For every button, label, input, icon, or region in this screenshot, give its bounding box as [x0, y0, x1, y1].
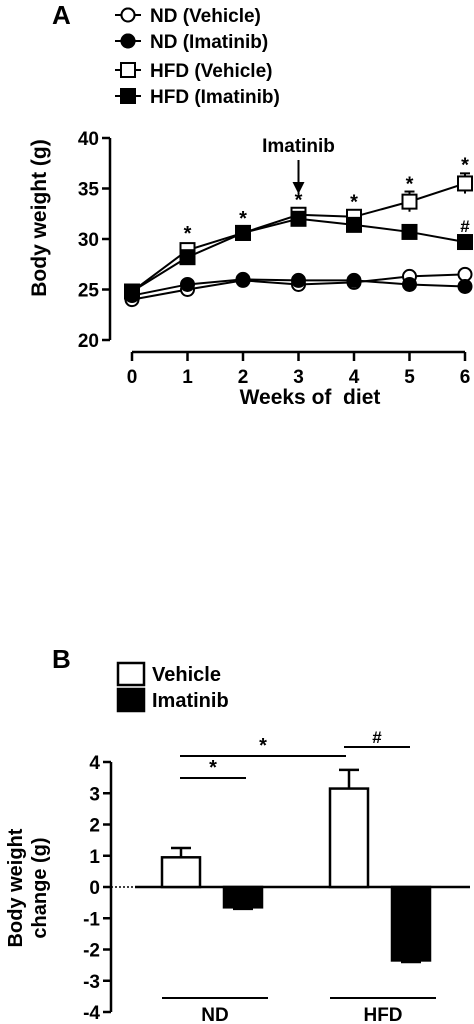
significance-mark: *: [209, 757, 217, 779]
significance-mark: *: [350, 192, 358, 214]
data-point: [124, 283, 140, 300]
legend-label: ND (Vehicle): [150, 6, 261, 27]
group-label: HFD: [363, 1005, 402, 1024]
legend-label: HFD (Imatinib): [150, 87, 280, 108]
legend-marker: [120, 88, 136, 104]
group-label: ND: [201, 1005, 228, 1024]
panel-b-y-tick-label: 4: [89, 753, 100, 774]
significance-mark: #: [460, 217, 470, 236]
panel-a-legend: ND (Vehicle) ND (Imatinib) HFD (Vehicle) HF…: [115, 6, 280, 108]
data-point: [457, 175, 473, 192]
panel-a-x-tick-label: 5: [404, 367, 415, 388]
bar-hfd-vehicle: [328, 787, 370, 889]
panel-a-x-tick-label: 4: [349, 367, 360, 388]
data-point: [402, 276, 417, 292]
legend-marker: [120, 62, 136, 78]
data-point: [235, 224, 251, 241]
panel-b-significance: * * #: [180, 728, 410, 779]
panel-b-y-tick-label: 3: [89, 784, 100, 805]
panel-b-groups: ND HFD: [162, 997, 436, 1024]
data-point: [179, 249, 196, 266]
panel-a-series: [124, 172, 473, 308]
data-point: [290, 210, 307, 227]
panel-a-y-axis-label: Body weight (g): [28, 139, 51, 296]
legend-label: Imatinib: [152, 690, 229, 712]
panel-a-y-tick-label: 40: [78, 129, 99, 150]
significance-mark: #: [372, 728, 382, 747]
panel-a-y-tick-label: 35: [78, 180, 100, 201]
panel-b-legend: Vehicle Imatinib: [116, 661, 229, 713]
legend-swatch: [116, 661, 146, 687]
panel-a-x-tick-label: 3: [293, 367, 304, 388]
annotation-arrow-head: [292, 182, 305, 194]
data-point: [401, 223, 418, 240]
bar-nd-imatinib: [222, 885, 264, 909]
legend-marker: [120, 33, 136, 49]
panel-a-x-tick-label: 2: [238, 367, 249, 388]
panel-a-x-tick-label: 6: [460, 367, 471, 388]
panel-a-y-tick-label: 30: [78, 230, 99, 251]
data-point: [457, 234, 473, 251]
panel-b-y-tick-label: -3: [83, 972, 100, 993]
panel-a-axes: 20 25 30 35 40 0 1 2 3 4 5 6: [78, 129, 470, 388]
significance-mark: *: [295, 190, 303, 212]
data-point: [346, 216, 362, 233]
panel-a-annotations: Imatinib * * * * * * #: [184, 136, 471, 245]
data-point: [235, 271, 251, 287]
bar-hfd-imatinib: [390, 885, 432, 962]
bar-nd-vehicle: [160, 856, 202, 889]
panel-b-y-tick-label: 2: [89, 816, 100, 837]
panel-b-y-axis-label-line1: Body weight: [5, 828, 27, 947]
panel-b-y-tick-label: -4: [83, 1003, 100, 1024]
panel-b-y-tick-label: 1: [89, 847, 100, 868]
panel-a-y-tick-label: 20: [78, 331, 99, 352]
annotation-label: Imatinib: [262, 136, 335, 157]
panel-b: B Vehicle Imatinib -4 -3 -2 -1 0 1 2 3 4 * * # ND HF…: [5, 644, 470, 1024]
data-point: [346, 272, 362, 288]
data-point: [457, 278, 473, 294]
data-point: [401, 193, 418, 210]
data-point: [457, 266, 473, 282]
panel-b-label: B: [52, 644, 71, 674]
panel-a-x-tick-label: 1: [182, 367, 193, 388]
panel-b-y-axis-label-line2: change (g): [29, 837, 51, 938]
panel-a: A ND (Vehicle) ND (Imatinib) HFD (Vehicle)…: [28, 0, 473, 409]
panel-b-y-tick-label: 0: [89, 878, 100, 899]
legend-swatch: [116, 687, 146, 713]
significance-mark: *: [406, 173, 414, 195]
panel-a-x-axis-label: Weeks of diet: [240, 386, 381, 409]
series-hfd-imatinib: [124, 210, 473, 300]
panel-b-y-tick-label: -2: [83, 941, 100, 962]
legend-marker: [120, 7, 136, 23]
legend-label: HFD (Vehicle): [150, 61, 272, 82]
significance-mark: *: [259, 735, 267, 757]
panel-b-bars: [160, 768, 432, 964]
panel-a-y-tick-label: 25: [78, 281, 100, 302]
panel-a-label: A: [52, 0, 71, 30]
legend-label: Vehicle: [152, 664, 221, 686]
panel-a-x-tick-label: 0: [127, 367, 138, 388]
panel-b-y-tick-label: -1: [83, 909, 100, 930]
series-nd-imatinib: [124, 271, 473, 304]
legend-label: ND (Imatinib): [150, 32, 268, 53]
significance-mark: *: [461, 154, 469, 176]
data-point: [180, 276, 195, 292]
significance-mark: *: [184, 223, 192, 245]
significance-mark: *: [239, 208, 247, 230]
data-point: [291, 272, 306, 288]
